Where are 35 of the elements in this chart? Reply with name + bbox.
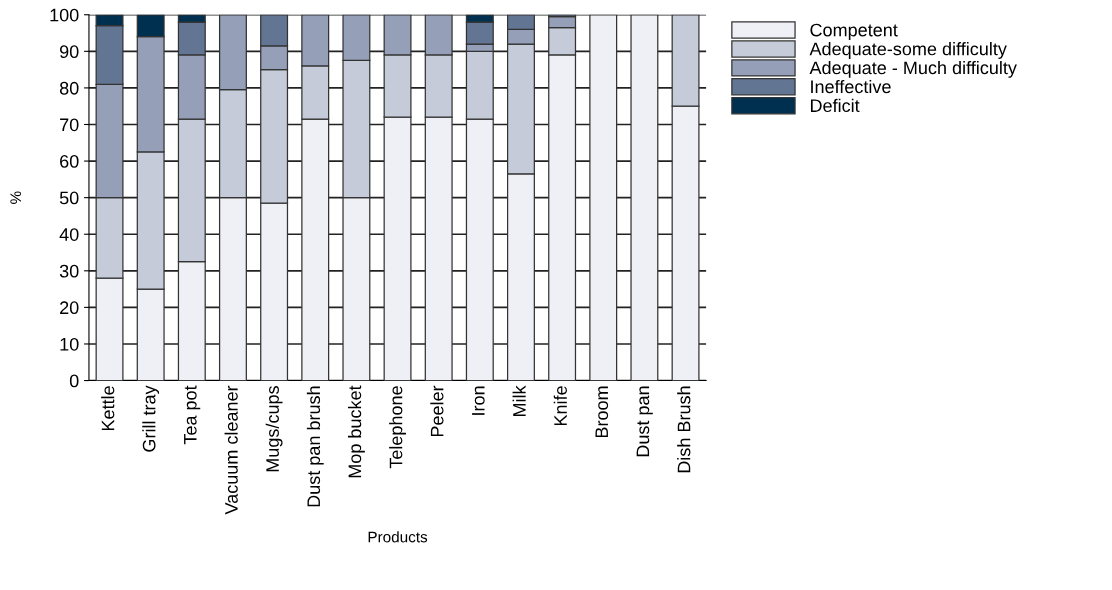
y-tick-label: 60 — [60, 155, 79, 168]
x-tick-label: Knife — [553, 386, 567, 426]
x-tick-label: Mop bucket — [347, 385, 365, 478]
x-tick-label: Broom — [595, 386, 609, 438]
x-tick-label: Mugs/cups — [265, 386, 283, 472]
y-tick-label: 40 — [59, 228, 79, 241]
x-tick-label: Grill tray — [142, 385, 160, 452]
y-tick-label: 0 — [69, 374, 79, 388]
y-tick-label: 20 — [60, 301, 79, 315]
y-tick-label: 30 — [59, 264, 79, 278]
x-tick-label: Milk — [512, 385, 526, 417]
y-tick-label: 90 — [60, 45, 79, 59]
bar — [589, 14, 618, 381]
x-tick-label: Kettle — [101, 386, 115, 431]
legend-label: Deficit — [810, 98, 860, 113]
legend-label: Competent — [810, 23, 898, 40]
x-tick-label: Iron — [472, 386, 485, 415]
y-tick-label: 80 — [59, 81, 79, 95]
legend-label: Adequate - Much difficulty — [809, 60, 1017, 78]
y-tick-label: 100 — [50, 8, 79, 22]
legend-label: Ineffective — [811, 79, 891, 94]
x-tick-label: Dust pan — [636, 386, 653, 457]
y-tick-label: 10 — [60, 337, 79, 351]
x-axis-title: Products — [368, 531, 428, 543]
x-tick-label: Tea pot — [184, 385, 201, 445]
x-tick-label: Vacuum cleaner — [224, 385, 238, 515]
x-tick-label: Telephone — [389, 386, 406, 469]
x-tick-label: Dust pan brush — [306, 386, 324, 507]
y-axis-title: % — [10, 191, 22, 204]
x-tick-label: Dish Brush — [677, 386, 691, 473]
y-tick-label: 70 — [60, 118, 79, 132]
y-tick-label: 50 — [59, 191, 79, 205]
legend-label: Adequate-some difficulty — [809, 42, 1007, 59]
x-tick-label: Peeler — [430, 385, 444, 437]
bar — [630, 14, 659, 381]
